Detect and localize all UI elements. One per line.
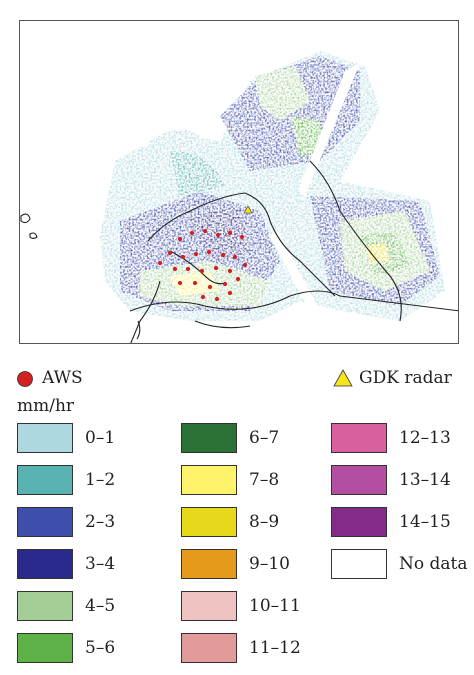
legend-swatch-label: 7–8 <box>249 470 280 490</box>
aws-station-marker[interactable] <box>227 290 233 296</box>
coastlines-and-borders <box>20 160 458 343</box>
legend-swatch <box>17 633 73 663</box>
aws-station-marker[interactable] <box>200 294 206 300</box>
legend-swatch <box>17 549 73 579</box>
legend-swatch <box>181 591 237 621</box>
legend-swatch-label: 2–3 <box>85 512 116 532</box>
aws-station-marker[interactable] <box>189 230 195 236</box>
legend-swatch-label: 3–4 <box>85 554 116 574</box>
legend-swatch-label: 11–12 <box>249 638 301 658</box>
legend-swatch-label: 12–13 <box>399 428 451 448</box>
legend-swatch-label: 4–5 <box>85 596 116 616</box>
legend-swatch <box>331 507 387 537</box>
aws-station-marker[interactable] <box>213 265 219 271</box>
aws-station-marker[interactable] <box>235 276 241 282</box>
aws-station-marker[interactable] <box>227 230 233 236</box>
aws-station-marker[interactable] <box>185 266 191 272</box>
legend-swatch <box>17 465 73 495</box>
gdk-radar-marker[interactable] <box>243 205 253 214</box>
radar-triangle-icon <box>333 369 353 387</box>
beam-blockage-gaps <box>270 63 360 316</box>
aws-station-marker[interactable] <box>202 228 208 234</box>
aws-station-marker[interactable] <box>214 296 220 302</box>
map-canvas <box>20 51 458 343</box>
legend-swatch-label: No data <box>399 554 468 574</box>
legend-swatch <box>17 507 73 537</box>
rainfall-map[interactable] <box>19 20 459 344</box>
legend-swatch <box>181 465 237 495</box>
legend-swatch-label: 1–2 <box>85 470 116 490</box>
legend-swatch <box>181 423 237 453</box>
aws-station-marker[interactable] <box>177 236 183 242</box>
aws-station-marker[interactable] <box>207 284 213 290</box>
legend-swatch-label: 14–15 <box>399 512 451 532</box>
legend-radar-label: GDK radar <box>359 368 452 388</box>
aws-station-marker[interactable] <box>215 232 221 238</box>
aws-station-marker[interactable] <box>232 254 238 260</box>
legend-units: mm/hr <box>17 396 75 416</box>
aws-station-marker[interactable] <box>192 280 198 286</box>
aws-station-marker[interactable] <box>206 249 212 255</box>
aws-station-marker[interactable] <box>222 281 228 287</box>
aws-marker-icon <box>17 371 33 387</box>
legend-swatch-label: 10–11 <box>249 596 301 616</box>
legend-swatch-label: 13–14 <box>399 470 451 490</box>
aws-station-marker[interactable] <box>199 268 205 274</box>
legend-swatch <box>17 591 73 621</box>
legend-swatch-label: 6–7 <box>249 428 280 448</box>
legend-aws-label: AWS <box>42 368 83 388</box>
legend-swatch-label: 8–9 <box>249 512 280 532</box>
legend-swatch <box>17 423 73 453</box>
aws-station-marker[interactable] <box>193 251 199 257</box>
aws-station-marker[interactable] <box>239 234 245 240</box>
legend-swatch <box>181 549 237 579</box>
legend-swatch <box>181 507 237 537</box>
aws-station-marker[interactable] <box>157 260 163 266</box>
aws-station-marker[interactable] <box>220 252 226 258</box>
aws-station-marker[interactable] <box>180 254 186 260</box>
aws-station-marker[interactable] <box>167 250 173 256</box>
legend-swatch <box>181 633 237 663</box>
aws-station-marker[interactable] <box>227 268 233 274</box>
aws-stations <box>157 228 248 302</box>
legend-swatch <box>331 549 387 579</box>
aws-station-marker[interactable] <box>177 280 183 286</box>
legend-swatch <box>331 465 387 495</box>
aws-station-marker[interactable] <box>172 266 178 272</box>
legend-swatch-label: 5–6 <box>85 638 116 658</box>
aws-station-marker[interactable] <box>242 262 248 268</box>
legend-swatch-label: 0–1 <box>85 428 116 448</box>
legend-swatch <box>331 423 387 453</box>
legend-swatch-label: 9–10 <box>249 554 290 574</box>
